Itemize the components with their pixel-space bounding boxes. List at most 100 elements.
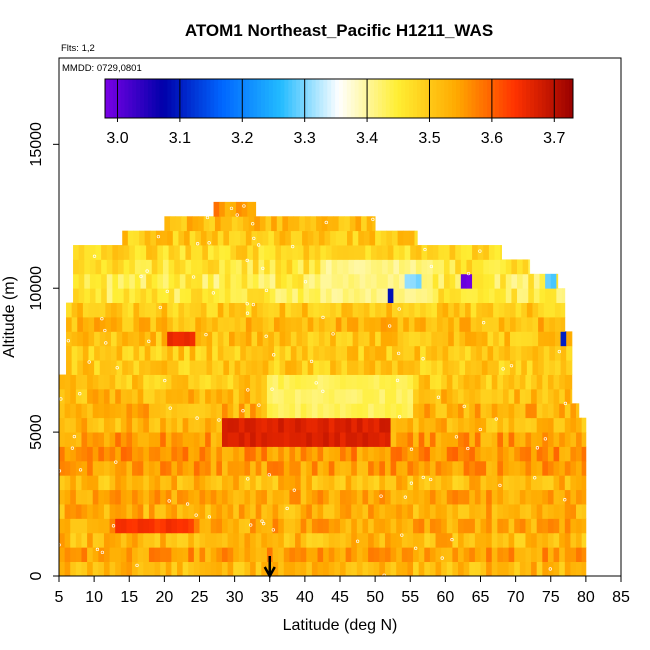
heatmap-cell <box>384 504 391 519</box>
heatmap-cell <box>177 460 184 476</box>
heatmap-cell <box>379 374 386 390</box>
heatmap-cell <box>199 374 206 390</box>
heatmap-cell <box>168 288 175 304</box>
heatmap-cell <box>368 532 375 548</box>
heatmap-cell <box>413 446 420 462</box>
heatmap-cell <box>497 446 504 462</box>
heatmap-cell <box>570 388 573 404</box>
heatmap-cell <box>210 388 217 404</box>
sample-point <box>436 395 441 399</box>
heatmap-cell <box>559 460 566 476</box>
heatmap-cell <box>320 245 327 260</box>
heatmap-cell <box>92 518 99 534</box>
heatmap-cell <box>105 302 112 318</box>
heatmap-cell <box>64 489 71 505</box>
heatmap-cell <box>547 417 554 433</box>
heatmap-cell <box>335 345 342 361</box>
heatmap-cell <box>161 345 168 361</box>
heatmap-cell <box>521 331 528 347</box>
heatmap-cell <box>297 288 304 304</box>
sample-point <box>509 364 514 368</box>
heatmap-cell <box>480 475 487 491</box>
heatmap-cell <box>250 432 257 447</box>
colorbar-segment <box>245 79 250 118</box>
heatmap-cell <box>283 417 290 433</box>
heatmap-cell <box>155 360 162 375</box>
heatmap-cell <box>306 460 313 476</box>
x-axis-label: Latitude (deg N) <box>283 617 398 634</box>
heatmap-cell <box>424 446 431 462</box>
heatmap-cell <box>356 489 363 505</box>
heatmap-cell <box>328 403 335 419</box>
heatmap-cell <box>328 460 335 476</box>
x-tick-label: 20 <box>155 589 173 606</box>
heatmap-cell <box>66 345 73 361</box>
heatmap-cell <box>213 259 220 275</box>
sample-point <box>371 217 375 222</box>
heatmap-cell <box>116 317 123 332</box>
heatmap-cell <box>171 374 178 390</box>
heatmap-cell <box>233 475 240 491</box>
heatmap-cell <box>407 388 414 404</box>
x-tick-label: 85 <box>612 589 630 606</box>
heatmap-cell <box>542 417 549 433</box>
heatmap-cell <box>177 489 184 505</box>
sample-point <box>165 289 169 293</box>
heatmap-cell <box>352 230 359 246</box>
heatmap-cell <box>172 230 179 246</box>
heatmap-cell <box>143 489 150 505</box>
colorbar-segment <box>257 79 262 118</box>
heatmap-cell <box>559 518 566 534</box>
heatmap-cell <box>140 259 147 275</box>
heatmap-cell <box>553 489 560 505</box>
heatmap-cell <box>358 317 365 332</box>
heatmap-cell <box>306 547 313 563</box>
heatmap-cell <box>533 273 540 289</box>
heatmap-cell <box>283 403 290 419</box>
heatmap-cell <box>261 532 268 548</box>
sample-point <box>331 332 335 336</box>
heatmap-cell <box>460 288 467 304</box>
heatmap-cell <box>200 345 207 361</box>
colorbar-segment <box>436 79 441 118</box>
heatmap-cell <box>272 446 279 462</box>
heatmap-cell <box>526 302 533 318</box>
heatmap-cell <box>493 360 500 375</box>
heatmap-cells <box>59 201 587 577</box>
heatmap-cell <box>466 273 473 289</box>
heatmap-cell <box>508 518 515 534</box>
heatmap-cell <box>77 317 84 332</box>
heatmap-cell <box>498 317 505 332</box>
heatmap-cell <box>205 388 212 404</box>
colorbar-segment <box>506 79 512 118</box>
heatmap-cell <box>340 460 347 476</box>
heatmap-cell <box>252 259 259 275</box>
sample-point <box>409 481 414 485</box>
heatmap-cell <box>356 417 363 433</box>
colorbar-segment <box>342 79 348 118</box>
heatmap-cell <box>497 460 504 476</box>
heatmap-cell <box>465 360 472 375</box>
heatmap-cell <box>75 489 82 505</box>
heatmap-cell <box>227 446 234 462</box>
colorbar-segment <box>147 79 153 118</box>
heatmap-cell <box>559 489 566 505</box>
heatmap-cell <box>370 273 377 289</box>
heatmap-cell <box>324 360 331 375</box>
heatmap-cell <box>266 403 273 419</box>
heatmap-cell <box>306 518 313 534</box>
heatmap-cell <box>193 504 200 519</box>
heatmap-cell <box>244 388 251 404</box>
heatmap-cell <box>123 288 130 304</box>
heatmap-cell <box>429 403 436 419</box>
heatmap-cell <box>553 388 560 404</box>
heatmap-cell <box>314 259 321 275</box>
colorbar-segment <box>183 79 188 118</box>
heatmap-cell <box>244 403 251 419</box>
sample-point <box>257 243 261 247</box>
heatmap-cell <box>115 460 122 476</box>
heatmap-cell <box>233 518 240 534</box>
heatmap-cell <box>519 547 526 563</box>
heatmap-cell <box>273 360 280 375</box>
heatmap-cell <box>259 216 266 232</box>
